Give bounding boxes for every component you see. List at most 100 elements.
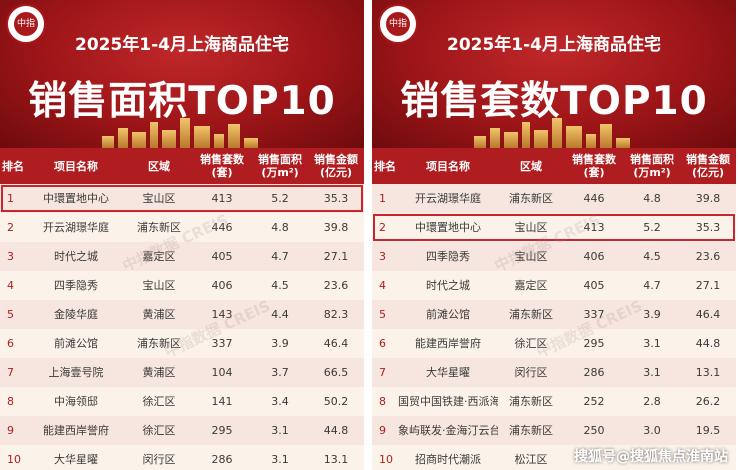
year-title: 2025年1-4月上海商品住宅 <box>74 35 290 55</box>
district-cell: 徐汇区 <box>514 337 548 350</box>
area-sold-cell: 4.8 <box>643 192 661 205</box>
units-sold-cell: 250 <box>583 424 605 437</box>
area-sold-cell: 4.8 <box>271 221 289 234</box>
units-sold-cell: 446 <box>583 192 605 205</box>
header-area: 区域 <box>148 159 170 173</box>
table-row: 3 四季隐秀 宝山区 406 4.5 23.6 <box>372 242 736 271</box>
district-cell: 黄浦区 <box>142 366 176 379</box>
rank-cell: 9 <box>7 424 14 437</box>
sales-amount-cell: 39.8 <box>323 221 349 234</box>
area-sold-cell: 4.5 <box>643 250 661 263</box>
rank-cell: 8 <box>7 395 14 408</box>
sales-amount-cell: 82.3 <box>323 308 349 321</box>
rank-cell: 3 <box>7 250 14 263</box>
header-sets: 销售套数 (套) <box>200 153 244 179</box>
year-title: 2025年1-4月上海商品住宅 <box>446 35 662 55</box>
table-row: 9 象屿联发·金海汀云台 浦东新区 250 3.0 19.5 <box>372 416 736 445</box>
brand-logo-mark: 中指 <box>386 12 410 36</box>
units-sold-cell: 413 <box>211 192 233 205</box>
table-row: 5 金陵华庭 黄浦区 143 4.4 82.3 <box>0 300 364 329</box>
area-sold-cell: 4.4 <box>271 308 289 321</box>
project-name-cell: 能建西岸誉府 <box>43 424 109 437</box>
area-sold-cell: 3.9 <box>643 308 661 321</box>
district-cell: 浦东新区 <box>509 308 553 321</box>
units-sold-cell: 337 <box>211 337 233 350</box>
rank-cell: 5 <box>7 308 14 321</box>
district-cell: 松江区 <box>514 453 548 466</box>
units-sold-cell: 252 <box>583 395 605 408</box>
header-area: 区域 <box>520 159 542 173</box>
sales-amount-cell: 35.3 <box>695 221 721 234</box>
units-sold-cell: 286 <box>583 366 605 379</box>
sales-amount-cell: 44.8 <box>323 424 349 437</box>
area-sold-cell: 3.9 <box>271 337 289 350</box>
project-name-cell: 上海壹号院 <box>48 366 104 379</box>
header-sqm: 销售面积 (万m²) <box>258 153 302 179</box>
district-cell: 徐汇区 <box>142 424 176 437</box>
district-cell: 浦东新区 <box>509 395 553 408</box>
area-sold-cell: 4.7 <box>643 279 661 292</box>
rank-cell: 2 <box>379 221 386 234</box>
area-sold-cell: 5.2 <box>271 192 289 205</box>
header-sets: 销售套数 (套) <box>572 153 616 179</box>
area-sold-cell: 5.2 <box>643 221 661 234</box>
units-sold-cell: 446 <box>211 221 233 234</box>
project-name-cell: 国贸中国铁建·西派海上 <box>398 395 498 408</box>
project-name-cell: 开云湖璟华庭 <box>415 192 481 205</box>
project-name-cell: 大华星曜 <box>54 453 98 466</box>
project-name-cell: 中海领邸 <box>54 395 98 408</box>
rank-cell: 1 <box>7 192 14 205</box>
right-panel: 中指 2025年1-4月上海商品住宅 销售套数TOP10 排名 项目名称 区域 … <box>372 0 736 470</box>
skyline-decoration <box>92 118 272 148</box>
area-sold-cell: 3.1 <box>643 366 661 379</box>
sales-amount-cell: 13.1 <box>323 453 349 466</box>
table-row: 9 能建西岸誉府 徐汇区 295 3.1 44.8 <box>0 416 364 445</box>
area-sold-cell: 4.7 <box>271 250 289 263</box>
units-sold-cell: 295 <box>583 337 605 350</box>
rank-cell: 1 <box>379 192 386 205</box>
units-sold-cell: 337 <box>583 308 605 321</box>
table-row: 4 时代之城 嘉定区 405 4.7 27.1 <box>372 271 736 300</box>
rank-cell: 10 <box>379 453 393 466</box>
table-body: 1 中環置地中心 宝山区 413 5.2 35.3 2 开云湖璟华庭 浦东新区 446 4.8 39.… <box>0 184 364 470</box>
area-sold-cell: 3.1 <box>271 453 289 466</box>
ranking-title: 销售套数TOP10 <box>400 79 708 124</box>
header-amount: 销售金额 (亿元) <box>686 153 730 179</box>
rank-cell: 2 <box>7 221 14 234</box>
district-cell: 浦东新区 <box>137 337 181 350</box>
district-cell: 宝山区 <box>142 279 176 292</box>
rank-cell: 4 <box>7 279 14 292</box>
table-row: 6 能建西岸誉府 徐汇区 295 3.1 44.8 <box>372 329 736 358</box>
header-rank: 排名 <box>374 159 396 173</box>
district-cell: 宝山区 <box>142 192 176 205</box>
brand-logo: 中指 <box>378 4 418 44</box>
project-name-cell: 中環置地中心 <box>415 221 481 234</box>
project-name-cell: 中環置地中心 <box>43 192 109 205</box>
area-sold-cell: 3.4 <box>271 395 289 408</box>
project-name-cell: 前滩公馆 <box>54 337 98 350</box>
units-sold-cell: 413 <box>583 221 605 234</box>
district-cell: 宝山区 <box>514 221 548 234</box>
sales-amount-cell: 44.8 <box>695 337 721 350</box>
sales-amount-cell: 19.5 <box>695 424 721 437</box>
district-cell: 浦东新区 <box>137 221 181 234</box>
brand-logo-mark: 中指 <box>14 12 38 36</box>
units-sold-cell: 405 <box>583 279 605 292</box>
table-row: 10 大华星曜 闵行区 286 3.1 13.1 <box>0 445 364 470</box>
project-name-cell: 四季隐秀 <box>54 279 98 292</box>
district-cell: 嘉定区 <box>514 279 548 292</box>
rank-cell: 3 <box>379 250 386 263</box>
rank-cell: 8 <box>379 395 386 408</box>
sales-amount-cell: 27.1 <box>695 279 721 292</box>
project-name-cell: 招商时代潮派 <box>415 453 481 466</box>
rank-cell: 6 <box>379 337 386 350</box>
area-sold-cell: 3.0 <box>643 424 661 437</box>
sales-amount-cell: 35.3 <box>323 192 349 205</box>
district-cell: 嘉定区 <box>142 250 176 263</box>
rank-cell: 7 <box>379 366 386 379</box>
header-amount: 销售金额 (亿元) <box>314 153 358 179</box>
project-name-cell: 四季隐秀 <box>426 250 470 263</box>
rank-cell: 9 <box>379 424 386 437</box>
sales-amount-cell: 46.4 <box>695 308 721 321</box>
project-name-cell: 时代之城 <box>426 279 470 292</box>
